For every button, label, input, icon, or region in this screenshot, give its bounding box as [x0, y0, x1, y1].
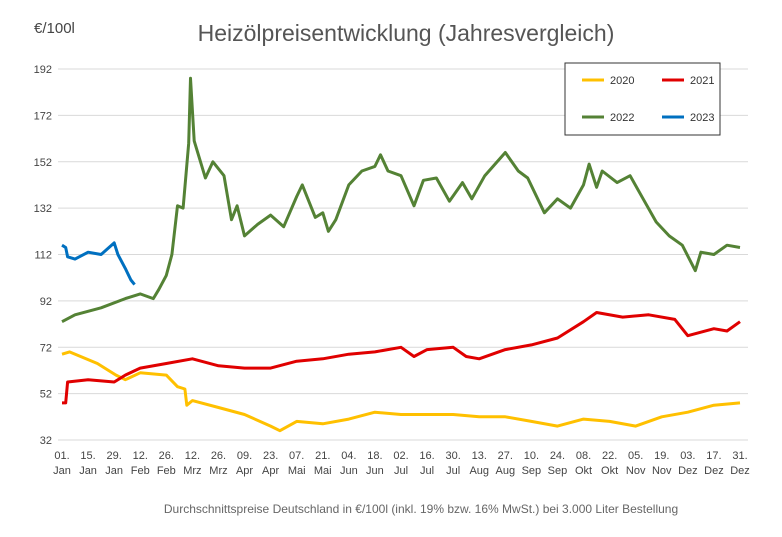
- x-tick-label: Okt: [575, 465, 592, 477]
- x-tick-label: Jul: [420, 465, 434, 477]
- x-tick-label: Jul: [446, 465, 460, 477]
- x-tick-label: 18.: [367, 450, 382, 462]
- x-tick-label: 09.: [237, 450, 252, 462]
- x-tick-label: 07.: [289, 450, 304, 462]
- x-tick-label: 27.: [498, 450, 513, 462]
- x-tick-label: Feb: [131, 465, 150, 477]
- y-tick-label: 32: [40, 435, 52, 447]
- legend-label-2020: 2020: [610, 75, 634, 87]
- y-tick-label: 192: [34, 64, 52, 76]
- y-tick-label: 152: [34, 157, 52, 169]
- x-tick-label: 12.: [185, 450, 200, 462]
- x-tick-label: 19.: [654, 450, 669, 462]
- x-tick-label: 12.: [133, 450, 148, 462]
- x-tick-label: 24.: [550, 450, 565, 462]
- x-tick-label: Apr: [262, 465, 279, 477]
- x-tick-label: Jan: [53, 465, 71, 477]
- x-tick-label: 26.: [211, 450, 226, 462]
- x-tick-label: 22.: [602, 450, 617, 462]
- x-tick-label: Aug: [469, 465, 489, 477]
- series-line-2023: [61, 241, 136, 286]
- series-line-2022: [61, 76, 741, 324]
- y-tick-label: 112: [34, 250, 52, 262]
- x-tick-label: Jan: [105, 465, 123, 477]
- x-tick-label: Aug: [496, 465, 516, 477]
- legend-label-2023: 2023: [690, 112, 714, 124]
- x-tick-label: Sep: [522, 465, 542, 477]
- x-tick-label: 21.: [315, 450, 330, 462]
- x-tick-label: 15.: [80, 450, 95, 462]
- x-tick-label: Mrz: [183, 465, 201, 477]
- x-tick-label: Jul: [394, 465, 408, 477]
- x-tick-label: 16.: [419, 450, 434, 462]
- y-tick-label: 92: [40, 296, 52, 308]
- x-tick-label: Jun: [366, 465, 384, 477]
- x-tick-label: Nov: [626, 465, 646, 477]
- y-tick-label: 72: [40, 342, 52, 354]
- x-tick-label: Jan: [79, 465, 97, 477]
- y-tick-label: 172: [34, 110, 52, 122]
- legend-label-2021: 2021: [690, 75, 714, 87]
- x-tick-label: 23.: [263, 450, 278, 462]
- x-tick-label: 30.: [446, 450, 461, 462]
- x-tick-label: Jun: [340, 465, 358, 477]
- x-tick-label: 13.: [472, 450, 487, 462]
- x-tick-label: 01.: [54, 450, 69, 462]
- series-line-2021: [62, 311, 741, 405]
- x-tick-label: Sep: [548, 465, 568, 477]
- x-tick-label: 26.: [159, 450, 174, 462]
- x-tick-label: Feb: [157, 465, 176, 477]
- x-tick-label: 08.: [576, 450, 591, 462]
- y-axis-unit-label: €/100l: [34, 20, 75, 37]
- x-tick-label: 05.: [628, 450, 643, 462]
- y-tick-label: 132: [34, 203, 52, 215]
- x-tick-label: Dez: [678, 465, 698, 477]
- x-tick-label: Apr: [236, 465, 253, 477]
- series-line-2020: [61, 350, 741, 433]
- chart-title: Heizölpreisentwicklung (Jahresvergleich): [197, 20, 615, 46]
- x-tick-label: Mrz: [209, 465, 227, 477]
- x-tick-label: 02.: [393, 450, 408, 462]
- x-tick-label: Okt: [601, 465, 618, 477]
- x-tick-label: 10.: [524, 450, 539, 462]
- x-tick-label: 31.: [732, 450, 747, 462]
- x-tick-label: Dez: [730, 465, 750, 477]
- x-tick-label: 03.: [680, 450, 695, 462]
- chart-footnote: Durchschnittspreise Deutschland in €/100…: [163, 502, 679, 516]
- x-tick-label: Mai: [314, 465, 332, 477]
- x-tick-label: Dez: [704, 465, 724, 477]
- x-tick-label: 29.: [107, 450, 122, 462]
- legend-box: [564, 62, 721, 136]
- legend-label-2022: 2022: [610, 112, 634, 124]
- x-tick-label: 04.: [341, 450, 356, 462]
- x-tick-label: Mai: [288, 465, 306, 477]
- x-tick-label: Nov: [652, 465, 672, 477]
- x-tick-label: 17.: [706, 450, 721, 462]
- y-tick-label: 52: [40, 389, 52, 401]
